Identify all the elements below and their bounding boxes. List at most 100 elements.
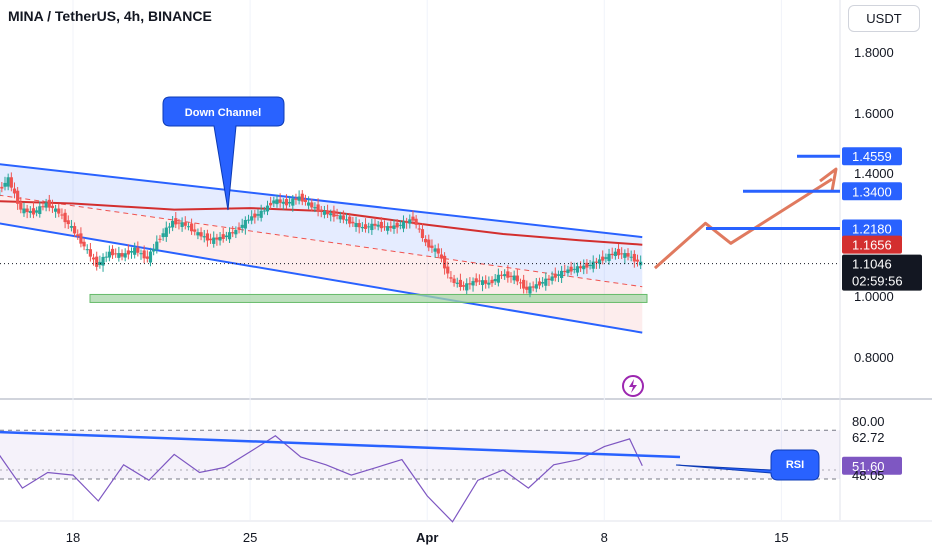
candle-body: [354, 223, 358, 227]
candle-body: [199, 232, 203, 237]
target-levels: [706, 154, 840, 231]
candle-body: [367, 226, 371, 228]
target-badge: 1.4559: [852, 149, 892, 164]
candle-body: [221, 234, 225, 239]
candle-body: [518, 282, 523, 284]
candle-body: [139, 253, 143, 255]
candle-body: [9, 177, 13, 188]
candle-body: [174, 218, 178, 225]
candle-body: [148, 251, 153, 263]
candle-body: [405, 221, 409, 223]
candle-body: [471, 281, 475, 286]
candle-body: [114, 253, 118, 255]
target-badge: 1.3400: [852, 184, 892, 199]
candle-body: [262, 210, 266, 212]
candle-body: [585, 262, 589, 268]
candle-body: [370, 223, 374, 231]
candle-body: [253, 213, 257, 218]
candle-body: [620, 253, 624, 255]
candle-body: [433, 248, 437, 252]
price-axis[interactable]: 1.80001.60001.40001.20001.00000.80001.45…: [842, 45, 922, 365]
candle-body: [205, 233, 210, 241]
lightning-icon[interactable]: [622, 375, 644, 397]
candle-body: [351, 221, 355, 224]
candle-body: [601, 256, 605, 261]
candle-body: [338, 215, 342, 220]
rsi-current-badge-bg: [842, 456, 902, 475]
time-axis[interactable]: 18 25 Apr 8 15: [66, 530, 789, 545]
candle-body: [534, 284, 538, 289]
target-badge-bg: [842, 219, 902, 238]
target-badge-bg: [842, 182, 902, 201]
candle-body: [158, 238, 162, 240]
candle-body: [164, 227, 168, 237]
candle-body: [360, 226, 364, 229]
price-panel-bg: [0, 0, 840, 398]
candle-body: [537, 281, 542, 286]
candle-body: [269, 202, 273, 206]
projection-arrowhead: [819, 167, 838, 192]
rsi-callout[interactable]: RSI: [675, 449, 820, 481]
candle-body: [401, 221, 406, 229]
time-tick-label: 18: [66, 530, 80, 545]
candle-body: [189, 223, 194, 232]
rsi-trendline: [0, 430, 681, 459]
candle-body: [16, 190, 20, 204]
candle-body: [484, 280, 488, 284]
candle-body: [357, 223, 361, 228]
candle-body: [594, 261, 598, 263]
candle-body: [95, 256, 99, 267]
candle-body: [392, 225, 396, 229]
candle-body: [237, 227, 241, 230]
candle-body: [544, 278, 548, 286]
candle-body: [461, 285, 466, 287]
candle-body: [3, 182, 7, 187]
target-badge: 1.2180: [852, 222, 892, 237]
grid-layer: [0, 0, 932, 522]
candle-body: [126, 250, 130, 255]
candle-body: [332, 210, 336, 217]
candle-body: [85, 249, 89, 251]
candle-body: [414, 218, 418, 225]
candle-body: [310, 202, 314, 208]
candle-body: [452, 278, 456, 283]
candle-body: [616, 248, 621, 256]
candle-body: [417, 228, 421, 230]
candle-body: [0, 186, 4, 189]
candle-body: [588, 265, 592, 266]
candle-body: [626, 253, 630, 257]
candle-body: [152, 248, 156, 252]
candle-body: [430, 245, 434, 248]
rsi-tick-label: 62.72: [852, 430, 885, 445]
candle-body: [129, 251, 134, 253]
candle-body: [76, 234, 80, 237]
candle-body: [382, 226, 387, 228]
down-channel-callout[interactable]: Down Channel: [162, 96, 285, 211]
candle-body: [142, 250, 146, 259]
candles: [0, 172, 840, 298]
time-tick-label: 15: [774, 530, 788, 545]
candle-body: [307, 202, 311, 206]
candle-body: [246, 219, 251, 221]
candle-body: [240, 224, 244, 228]
candle-body: [60, 214, 64, 216]
candle-body: [193, 229, 197, 232]
candle-body: [468, 283, 472, 285]
candle-body: [373, 223, 377, 226]
candle-body: [66, 220, 70, 225]
channel-lower-line: [0, 222, 643, 334]
price-tick-label: 1.4000: [854, 166, 894, 181]
candle-body: [436, 248, 440, 254]
candle-body: [47, 199, 51, 208]
candle-body: [155, 241, 159, 250]
candle-body: [72, 226, 77, 234]
rsi-label: RSI: [786, 459, 804, 471]
candle-body: [300, 193, 304, 202]
currency-button[interactable]: USDT: [848, 5, 920, 32]
candle-body: [424, 238, 428, 243]
candle-body: [395, 222, 399, 228]
candle-body: [133, 247, 137, 255]
